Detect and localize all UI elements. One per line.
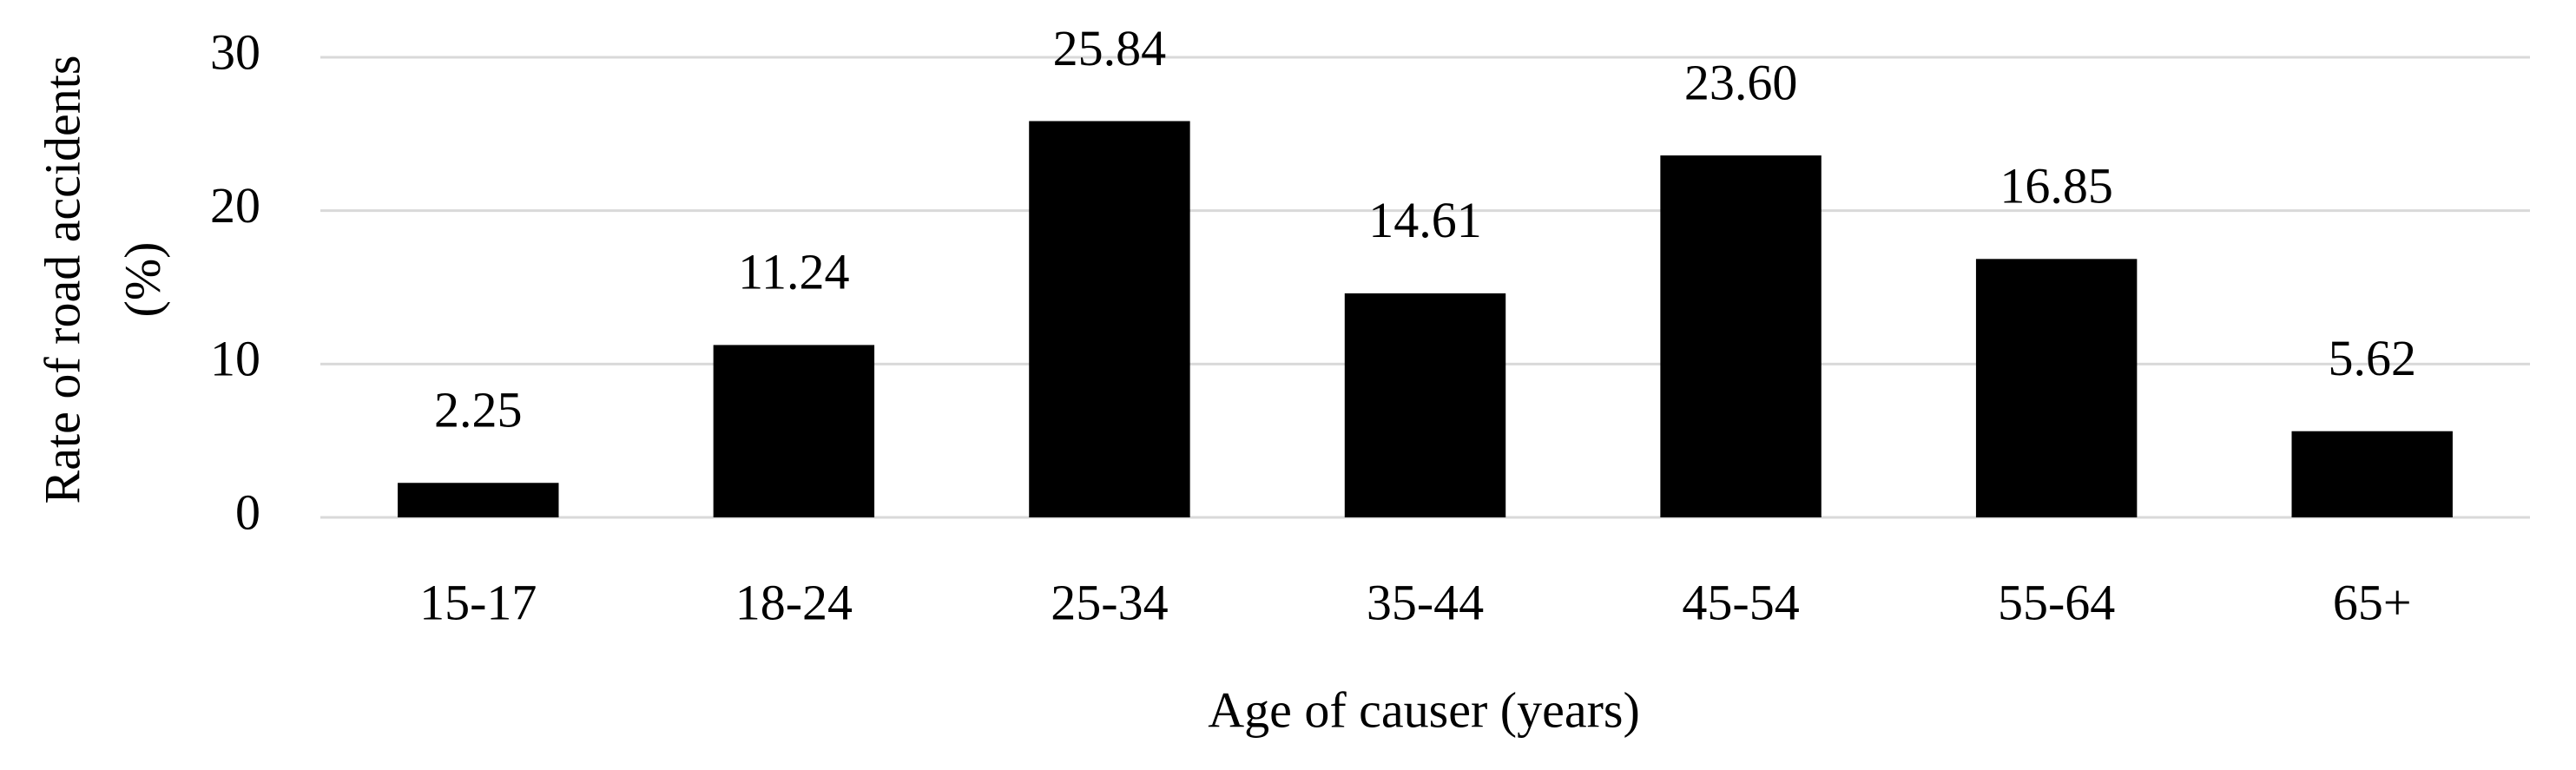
x-tick-label: 25-34 bbox=[1051, 574, 1168, 630]
x-tick-label: 15-17 bbox=[419, 574, 537, 630]
y-tick-label: 20 bbox=[210, 177, 260, 234]
y-tick-label: 10 bbox=[210, 331, 260, 387]
y-tick-label: 30 bbox=[210, 23, 260, 80]
x-tick-label: 35-44 bbox=[1367, 574, 1484, 630]
bar bbox=[1660, 155, 1822, 518]
x-tick-label: 45-54 bbox=[1682, 574, 1799, 630]
x-tick-label: 55-64 bbox=[1998, 574, 2115, 630]
x-tick-label: 18-24 bbox=[735, 574, 853, 630]
data-label: 23.60 bbox=[1684, 54, 1798, 110]
data-label: 16.85 bbox=[2000, 158, 2113, 214]
data-label: 2.25 bbox=[434, 382, 523, 438]
bar bbox=[2291, 431, 2453, 517]
y-axis-label: Rate of road accidents bbox=[34, 56, 90, 504]
data-label: 14.61 bbox=[1368, 192, 1482, 248]
data-label: 5.62 bbox=[2328, 330, 2416, 386]
x-tick-label: 65+ bbox=[2333, 574, 2412, 630]
bar bbox=[1029, 121, 1190, 517]
data-label: 11.24 bbox=[738, 244, 849, 300]
bar bbox=[1344, 293, 1506, 517]
y-tick-label: 0 bbox=[235, 484, 260, 540]
bar bbox=[713, 345, 875, 517]
bar bbox=[1975, 259, 2138, 517]
data-label: 25.84 bbox=[1053, 20, 1167, 76]
x-axis-label: Age of causer (years) bbox=[1208, 681, 1640, 738]
y-axis-label: (%) bbox=[114, 242, 170, 318]
bar bbox=[398, 483, 559, 517]
